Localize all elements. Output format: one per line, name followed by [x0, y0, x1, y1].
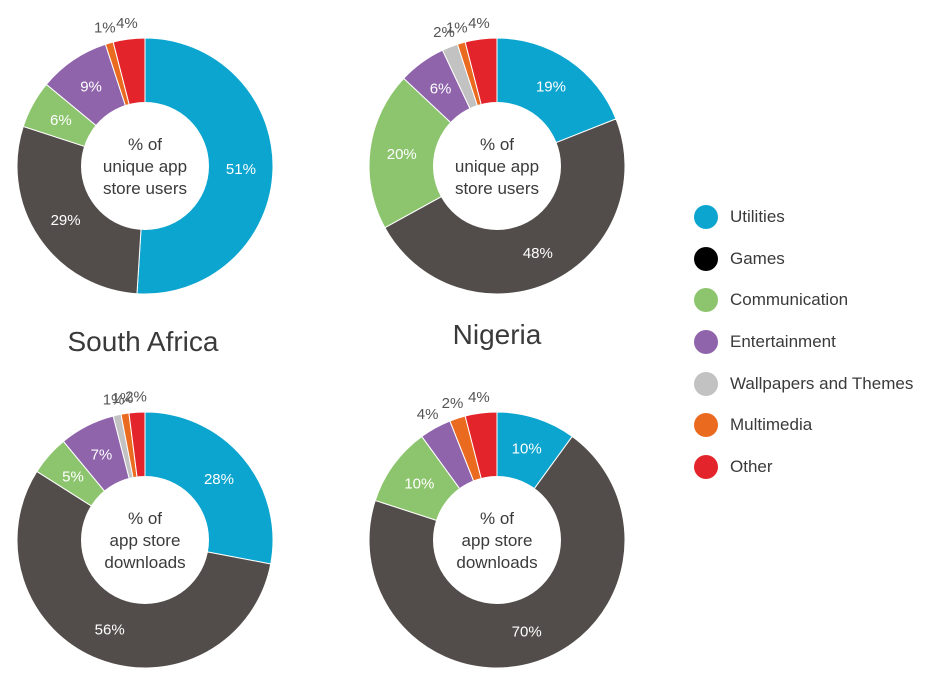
slice-label-other: 4% — [116, 15, 138, 32]
slice-label-other: 2% — [125, 388, 147, 405]
legend-item-communication: Communication — [694, 279, 913, 321]
legend-label: Communication — [730, 290, 849, 310]
country-title-south-africa: South Africa — [68, 326, 219, 357]
slice-label-communication: 10% — [404, 476, 434, 493]
donut-chart-south-africa-users: 51% 29% 6% 9% 1% 4% % of unique app store users — [16, 15, 274, 295]
center-label-line: unique app — [455, 157, 539, 176]
legend-swatch-communication — [694, 288, 718, 313]
slice-label-other: 4% — [468, 15, 490, 32]
slice-label-games: 56% — [95, 621, 125, 638]
legend-swatch-utilities — [694, 204, 718, 229]
legend-label: Wallpapers and Themes — [730, 373, 914, 393]
legend-item-games: Games — [694, 238, 913, 280]
center-label-line: % of — [480, 509, 514, 528]
center-label-line: % of — [480, 135, 514, 154]
slice-label-entertainment: 7% — [91, 446, 113, 463]
slice-label-communication: 5% — [62, 469, 84, 486]
slice-label-multimedia: 1% — [94, 20, 116, 37]
donut-chart-nigeria-downloads: 10% 70% 10% 4%2% 4% % of app store downloads — [368, 389, 626, 669]
legend-swatch-multimedia — [694, 413, 718, 438]
center-label-line: % of — [128, 135, 162, 154]
legend-label: Multimedia — [730, 415, 813, 435]
slice-label-games: 70% — [512, 623, 542, 640]
legend-item-entertainment: Entertainment — [694, 321, 913, 363]
center-label-line: app store — [110, 531, 181, 550]
donut-hole — [81, 476, 209, 604]
center-label-line: store users — [103, 179, 187, 198]
center-label-line: downloads — [456, 553, 537, 572]
legend: Utilities Games Communication Entertainm… — [694, 196, 913, 488]
country-title-nigeria: Nigeria — [453, 319, 542, 350]
legend-label: Games — [730, 248, 785, 268]
legend-swatch-other — [694, 454, 718, 479]
legend-label: Utilities — [730, 206, 785, 226]
slice-label-games: 29% — [51, 212, 81, 229]
slice-label-communication: 6% — [50, 112, 72, 129]
legend-label: Other — [730, 456, 773, 476]
slice-label-multimedia: 2% — [442, 395, 464, 412]
center-label-line: app store — [462, 531, 533, 550]
slice-label-wallpapers-and-themes: 1% — [103, 391, 125, 408]
donut-hole — [433, 476, 561, 604]
slice-label-wallpapers-and-themes: 2% — [433, 24, 455, 41]
slice-label-entertainment: 6% — [430, 80, 452, 97]
legend-item-multimedia: Multimedia — [694, 404, 913, 446]
center-label-line: % of — [128, 509, 162, 528]
center-label-line: unique app — [103, 157, 187, 176]
legend-swatch-wallpapers-and-themes — [694, 371, 718, 396]
slice-label-games: 48% — [523, 245, 553, 262]
slice-label-multimedia: 1% — [446, 20, 468, 37]
slice-label-communication: 20% — [387, 146, 417, 163]
legend-label: Entertainment — [730, 331, 836, 351]
donut-chart-south-africa-downloads: 28% 56% 5% 7% 1%1%2% % of app store downloads — [16, 388, 274, 669]
donut-hole — [433, 102, 561, 230]
slice-label-utilities: 51% — [226, 161, 256, 178]
donut-chart-nigeria-users: 19% 48% 20% 6% 2%1% 4% % of unique app store use… — [368, 15, 626, 295]
slice-label-multimedia: 1% — [112, 390, 134, 407]
slice-label-other: 4% — [468, 389, 490, 406]
slice-label-entertainment: 9% — [80, 79, 102, 96]
center-label-line: store users — [455, 179, 539, 198]
slice-label-utilities: 19% — [536, 79, 566, 96]
legend-swatch-games — [694, 246, 718, 271]
legend-item-other: Other — [694, 446, 913, 488]
slice-label-utilities: 10% — [512, 441, 542, 458]
slice-label-entertainment: 4% — [417, 406, 439, 423]
slice-label-utilities: 28% — [204, 471, 234, 488]
donut-hole — [81, 102, 209, 230]
legend-swatch-entertainment — [694, 329, 718, 354]
legend-item-utilities: Utilities — [694, 196, 913, 238]
legend-item-wallpapers-and-themes: Wallpapers and Themes — [694, 363, 913, 405]
slice-communication — [368, 77, 498, 229]
center-label-line: downloads — [104, 553, 185, 572]
